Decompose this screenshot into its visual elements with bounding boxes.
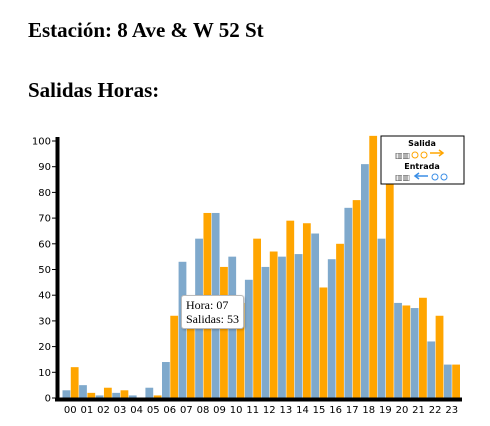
bar-salida-10[interactable] [236,302,245,398]
bar-salida-16[interactable] [336,243,344,398]
legend-salida-label: Salida [408,139,436,148]
bar-salida-19[interactable] [385,182,394,398]
bar-entrada-23[interactable] [443,364,452,398]
x-tick-label: 21 [412,405,425,416]
bar-entrada-17[interactable] [344,207,353,398]
y-tick-label: 80 [38,188,51,199]
bar-entrada-00[interactable] [62,390,71,398]
bar-entrada-06[interactable] [162,362,170,398]
y-tick-label: 30 [38,316,51,327]
bar-entrada-11[interactable] [244,279,253,398]
bar-entrada-05[interactable] [145,387,154,398]
bike-arrow-left-icon: ▥▥ [395,172,448,182]
x-tick-label: 20 [396,405,409,416]
bar-entrada-21[interactable] [410,308,419,398]
bar-salida-12[interactable] [269,251,278,398]
y-tick-label: 40 [38,291,51,302]
y-tick-label: 10 [38,368,51,379]
x-tick-label: 16 [329,405,342,416]
y-tick-label: 0 [45,394,51,405]
x-tick-label: 23 [445,405,458,416]
bar-salida-21[interactable] [419,297,427,398]
x-tick-label: 09 [213,405,226,416]
bar-entrada-22[interactable] [427,341,436,398]
section-title: Salidas Horas: [28,78,160,102]
x-tick-label: 12 [263,405,276,416]
bar-salida-06[interactable] [170,315,179,398]
x-tick-label: 07 [180,405,193,416]
x-tick-label: 19 [379,405,392,416]
x-tick-label: 18 [362,405,375,416]
x-tick-label: 04 [130,405,143,416]
bar-salida-14[interactable] [302,223,311,398]
bar-entrada-07[interactable] [178,261,187,398]
bar-salida-11[interactable] [253,238,261,398]
bar-salida-02[interactable] [103,387,112,398]
bar-salida-05[interactable] [153,395,162,398]
bar-entrada-18[interactable] [361,164,369,398]
x-tick-label: 06 [163,405,176,416]
bar-salida-23[interactable] [452,364,460,398]
bar-salida-07[interactable] [186,305,195,398]
x-tick-label: 17 [346,405,359,416]
bar-entrada-16[interactable] [327,259,336,398]
y-tick-label: 90 [38,162,51,173]
bar-entrada-19[interactable] [377,238,386,398]
x-tick-label: 14 [296,405,309,416]
bar-entrada-03[interactable] [112,392,121,398]
bar-entrada-04[interactable] [128,395,137,398]
x-tick-label: 13 [280,405,293,416]
bar-salida-09[interactable] [220,266,228,398]
tooltip-hour: Hora: 07 [186,298,229,312]
x-tick-label: 08 [197,405,210,416]
bar-entrada-13[interactable] [278,256,286,398]
bar-salida-00[interactable] [70,367,79,398]
y-tick-label: 60 [38,239,51,250]
bar-entrada-20[interactable] [394,302,402,398]
y-tick-label: 50 [38,265,51,276]
bar-salida-03[interactable] [120,390,129,398]
tooltip: Hora: 07 Salidas: 53 [181,295,244,329]
bar-entrada-02[interactable] [95,395,104,398]
x-tick-label: 22 [429,405,442,416]
bar-entrada-15[interactable] [311,233,320,398]
y-tick-label: 70 [38,214,51,225]
bike-arrow-right-icon: ▥▥ [395,149,445,160]
bar-salida-22[interactable] [435,315,444,398]
bar-entrada-01[interactable] [79,385,87,398]
y-tick-label: 100 [32,137,51,148]
legend: Salida ▥▥ Entrada ▥▥ [380,135,465,185]
x-tick-label: 00 [64,405,77,416]
bar-entrada-12[interactable] [261,266,270,398]
x-tick-label: 01 [81,405,94,416]
x-axis: 00 01 02 03 04 05 06 07 08 09 10 11 12 13 14 15 16 17 18 19… [64,405,458,416]
y-axis-ticks: 0 10 20 30 40 50 60 70 80 90 100 [32,137,56,405]
legend-entrada-label: Entrada [404,162,439,171]
bar-salida-13[interactable] [286,220,295,398]
bar-salida-20[interactable] [402,305,411,398]
svg-text:▥▥: ▥▥ [395,173,410,182]
tooltip-salidas: Salidas: 53 [186,312,239,326]
x-tick-label: 02 [97,405,110,416]
y-tick-label: 20 [38,342,51,353]
x-tick-label: 10 [230,405,243,416]
bar-salida-15[interactable] [319,287,328,398]
station-title: Estación: 8 Ave & W 52 St [28,18,264,42]
x-tick-label: 11 [246,405,259,416]
x-tick-label: 15 [313,405,326,416]
svg-text:▥▥: ▥▥ [395,151,410,160]
bar-entrada-14[interactable] [294,254,303,398]
bar-salida-17[interactable] [352,200,361,398]
x-tick-label: 05 [147,405,160,416]
bar-salida-18[interactable] [369,135,378,399]
bar-salida-01[interactable] [87,392,96,398]
x-tick-label: 03 [114,405,127,416]
